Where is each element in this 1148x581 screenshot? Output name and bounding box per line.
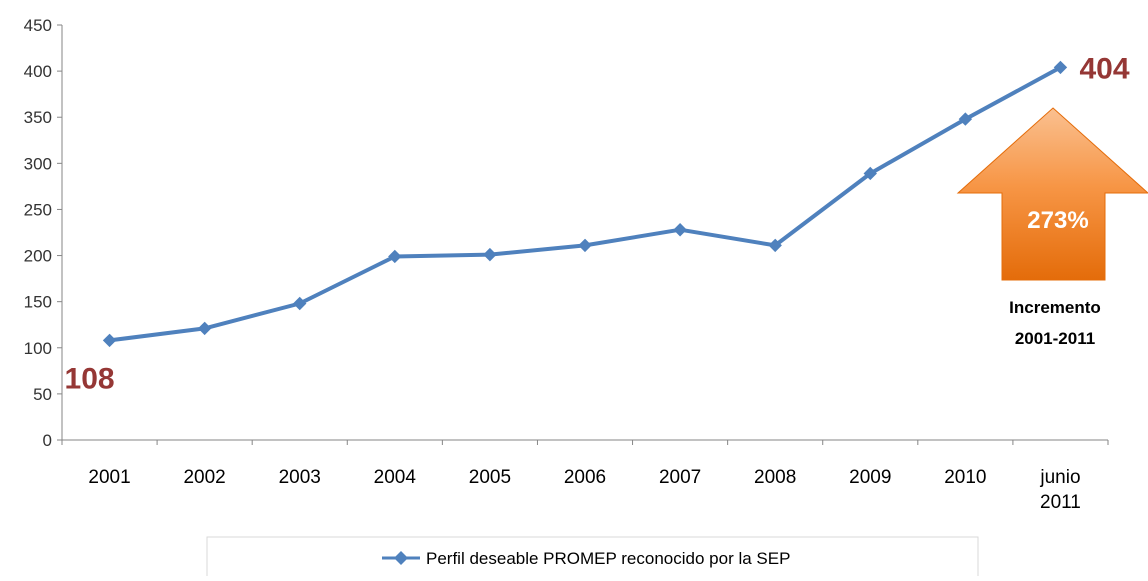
x-tick-label: 2002 bbox=[183, 467, 225, 488]
data-point bbox=[958, 112, 973, 126]
x-tick-label: 2007 bbox=[659, 467, 701, 488]
x-tick-label: 2010 bbox=[944, 467, 986, 488]
data-point bbox=[293, 296, 307, 311]
legend-marker-icon bbox=[394, 551, 408, 565]
increase-percent-label: 273% bbox=[1027, 207, 1088, 234]
y-tick-label: 400 bbox=[24, 62, 52, 81]
y-tick-label: 0 bbox=[43, 431, 52, 450]
x-tick-label: 2008 bbox=[754, 467, 796, 488]
data-point bbox=[197, 321, 212, 336]
data-point bbox=[768, 238, 782, 253]
x-tick-label: 2006 bbox=[564, 467, 606, 488]
x-tick-label: 2003 bbox=[279, 467, 321, 488]
increase-caption-line2: 2001-2011 bbox=[1015, 329, 1095, 348]
data-point bbox=[1053, 60, 1068, 75]
increase-arrow-icon bbox=[956, 107, 1148, 281]
series-line bbox=[109, 65, 1062, 343]
legend-label: Perfil deseable PROMEP reconocido por la… bbox=[426, 549, 790, 568]
y-tick-label: 50 bbox=[33, 385, 52, 404]
data-point bbox=[483, 247, 497, 262]
y-tick-label: 200 bbox=[24, 247, 52, 266]
data-point bbox=[578, 238, 592, 253]
increase-caption-line1: Incremento bbox=[1009, 298, 1101, 317]
y-tick-label: 100 bbox=[24, 339, 52, 358]
y-tick-label: 350 bbox=[24, 108, 52, 127]
data-point bbox=[102, 333, 117, 348]
x-tick-label: 2004 bbox=[374, 467, 417, 488]
y-tick-label: 450 bbox=[24, 16, 52, 35]
y-tick-label: 300 bbox=[24, 154, 52, 173]
y-tick-label: 250 bbox=[24, 200, 52, 219]
data-point bbox=[388, 249, 402, 264]
legend-box bbox=[206, 536, 979, 578]
x-tick-label: 2009 bbox=[849, 467, 891, 488]
x-tick-label: 2005 bbox=[469, 467, 511, 488]
data-point bbox=[863, 166, 877, 181]
end-value-label: 404 bbox=[1079, 52, 1129, 85]
data-point bbox=[673, 223, 687, 237]
start-value-label: 108 bbox=[65, 362, 115, 395]
x-tick-label: 2001 bbox=[88, 467, 130, 488]
y-tick-label: 150 bbox=[24, 293, 52, 312]
x-tick-label: junio 2011 bbox=[1039, 467, 1081, 513]
